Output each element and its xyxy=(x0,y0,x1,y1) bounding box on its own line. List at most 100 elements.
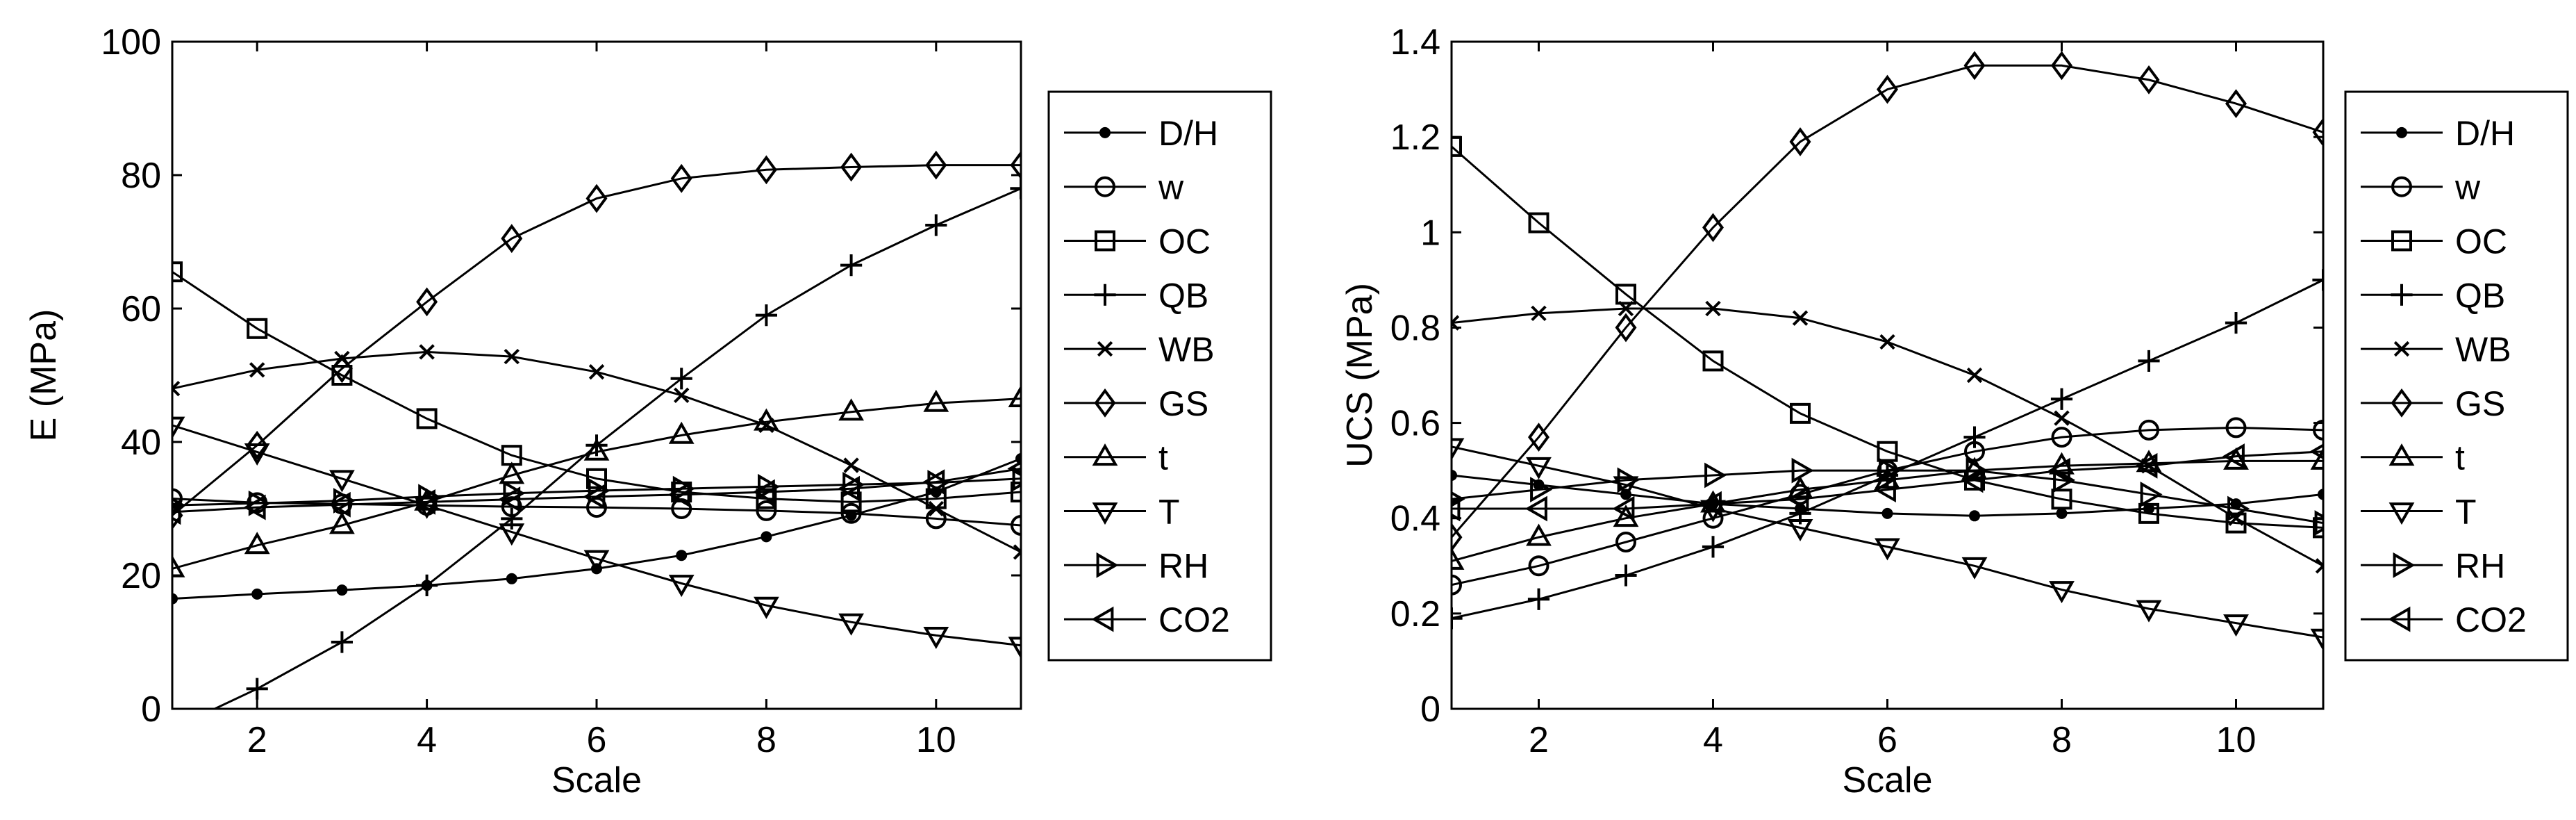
data-point-gs xyxy=(2138,65,2160,95)
legend-item-gs: GS xyxy=(2361,384,2505,423)
data-point-wb xyxy=(1705,300,1721,317)
data-point-rh xyxy=(2314,510,2323,536)
data-point-t xyxy=(753,596,779,619)
y-tick-label: 60 xyxy=(121,289,161,329)
x-tick-label: 10 xyxy=(916,720,956,760)
data-point-qb xyxy=(1702,536,1725,558)
data-point-rh xyxy=(2227,495,2250,522)
data-point-d-h xyxy=(761,531,772,543)
series-oc xyxy=(1452,136,2323,539)
data-point-t xyxy=(668,575,695,598)
series-co2 xyxy=(172,461,1021,525)
x-tick-label: 6 xyxy=(587,720,607,760)
data-point-co2 xyxy=(328,491,351,518)
legend-item-d-h: D/H xyxy=(2361,114,2515,153)
data-point-co2 xyxy=(172,499,181,525)
data-point-wb xyxy=(928,500,944,517)
legend-marker-rh xyxy=(1096,552,1119,578)
data-point-t xyxy=(1526,523,1552,546)
data-point-qb xyxy=(1452,607,1463,630)
data-point-t xyxy=(499,523,525,546)
data-point-rh xyxy=(1530,477,1553,502)
data-point-wb xyxy=(249,362,265,378)
data-point-co2 xyxy=(2222,443,2245,469)
legend-item-t: t xyxy=(1064,438,1168,477)
legend-label: w xyxy=(1158,168,1184,207)
data-point-d-h xyxy=(676,550,688,561)
data-point-oc xyxy=(2313,517,2323,539)
data-point-rh xyxy=(1879,457,1902,484)
data-point-co2 xyxy=(752,479,775,505)
data-point-qb xyxy=(1010,177,1021,199)
data-point-gs xyxy=(1452,523,1463,552)
data-point-t xyxy=(1008,637,1021,659)
series-oc xyxy=(172,261,1021,513)
legend-label: RH xyxy=(2455,546,2505,585)
y-tick-label: 40 xyxy=(121,423,161,463)
series-line-rh xyxy=(1452,469,2323,525)
legend-marker-t xyxy=(1092,443,1118,466)
data-point-gs xyxy=(840,152,863,182)
data-point-gs xyxy=(670,163,692,193)
legend-label: D/H xyxy=(2455,114,2515,153)
legend-marker-oc xyxy=(1095,230,1115,252)
series-gs xyxy=(1452,51,2323,552)
legend-marker-co2 xyxy=(2388,606,2411,632)
y-tick-label: 0.2 xyxy=(1390,594,1440,634)
data-point-t xyxy=(1961,557,1988,580)
data-point-wb xyxy=(1531,305,1547,322)
data-point-qb xyxy=(755,304,777,327)
data-point-rh xyxy=(1791,457,1814,484)
y-tick-label: 1.4 xyxy=(1390,22,1440,63)
data-point-gs xyxy=(501,224,523,254)
legend-item-oc: OC xyxy=(1064,222,1211,261)
data-point-wb xyxy=(1618,300,1634,317)
legend-item-t: T xyxy=(2361,493,2477,532)
data-point-gs xyxy=(1528,423,1549,452)
data-point-wb xyxy=(674,387,690,403)
data-point-oc xyxy=(840,491,862,513)
series-gs xyxy=(172,150,1021,530)
legend-item-oc: OC xyxy=(2361,222,2507,261)
legend-marker-d-h xyxy=(1099,126,1111,138)
data-point-w xyxy=(756,500,777,521)
data-point-d-h xyxy=(1452,470,1457,481)
legend-item-qb: QB xyxy=(1064,276,1208,315)
series-line-co2 xyxy=(1452,450,2323,510)
data-point-co2 xyxy=(1612,495,1635,522)
data-point-rh xyxy=(1012,466,1021,492)
data-point-co2 xyxy=(837,475,860,502)
x-tick-label: 2 xyxy=(247,720,267,760)
data-point-gs xyxy=(925,150,947,180)
x-axis-label: Scale xyxy=(551,760,642,801)
legend-label: D/H xyxy=(1158,114,1218,153)
data-point-qb xyxy=(1527,588,1550,610)
legend-label: CO2 xyxy=(2455,600,2527,639)
legend-marker-oc xyxy=(2391,230,2412,252)
data-point-gs xyxy=(2312,117,2323,147)
data-point-co2 xyxy=(1786,486,1809,512)
data-point-d-h xyxy=(2056,507,2068,519)
data-point-co2 xyxy=(1007,461,1021,477)
data-point-qb xyxy=(925,214,947,236)
series-t xyxy=(1452,438,2323,651)
data-point-qb xyxy=(416,574,438,596)
data-point-t xyxy=(923,627,949,650)
series-co2 xyxy=(1452,443,2323,522)
y-tick-label: 0 xyxy=(1420,689,1440,730)
data-point-gs xyxy=(1702,213,1724,243)
data-point-t xyxy=(923,389,949,412)
y-tick-label: 1 xyxy=(1420,213,1440,253)
y-tick-label: 0.6 xyxy=(1390,404,1440,444)
legend: D/H w OC QB WB GS tT RH CO2 xyxy=(1047,90,1272,662)
series-line-t xyxy=(172,397,1021,570)
data-point-d-h xyxy=(251,588,263,600)
x-tick-label: 10 xyxy=(2216,720,2257,760)
data-point-gs xyxy=(755,155,777,185)
legend-item-co2: CO2 xyxy=(1064,600,1230,639)
data-point-t xyxy=(668,421,695,444)
data-point-d-h xyxy=(506,573,517,584)
legend-item-rh: RH xyxy=(2361,546,2505,585)
data-point-qb xyxy=(2138,350,2160,372)
data-point-oc xyxy=(1528,212,1549,233)
